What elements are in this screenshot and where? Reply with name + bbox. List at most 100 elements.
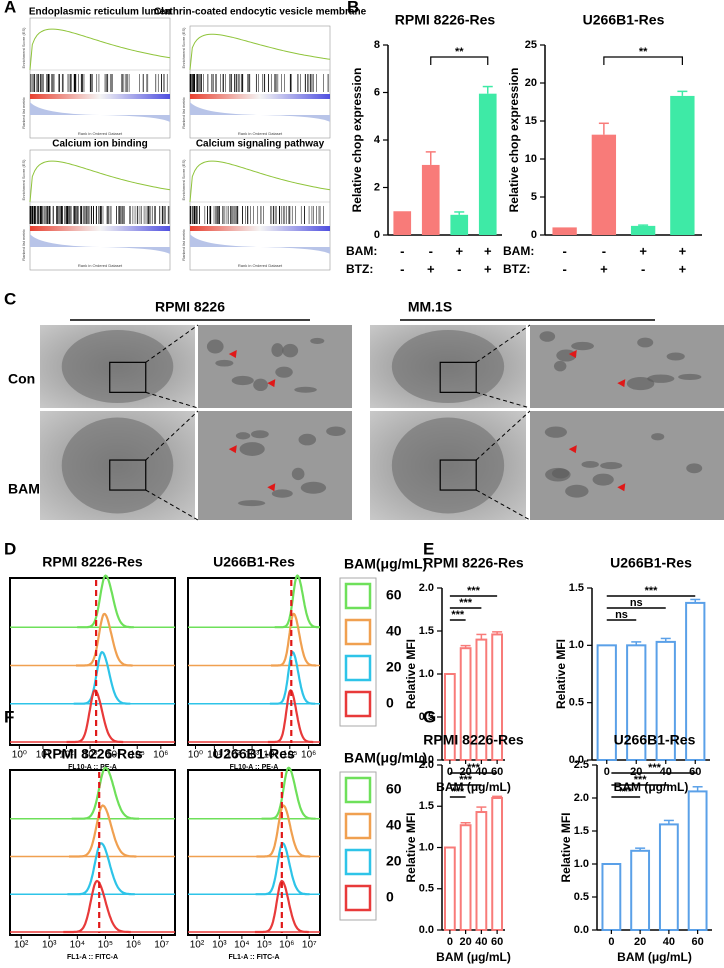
x-tick-label: 10² (14, 940, 29, 951)
y-tick-label: 20 (525, 77, 537, 89)
em-organelle (310, 337, 325, 344)
gsea-heat (30, 94, 170, 99)
condition-value: + (679, 261, 687, 276)
bar (478, 93, 497, 235)
em-organelle (686, 463, 703, 474)
y-tick-label: 1.5 (569, 582, 584, 594)
em-organelle (291, 467, 305, 481)
em-organelle (581, 461, 599, 468)
x-tick-label: 10⁷ (154, 940, 169, 951)
condition-value: + (484, 261, 492, 276)
gsea-ylabel: Ranked list metric (181, 97, 186, 129)
y-tick-label: 0 (531, 229, 537, 241)
chart-title: U266B1-Res (610, 555, 692, 571)
sig-label: ns (615, 609, 628, 621)
em-organelle (300, 481, 327, 494)
y-tick-label: 0.5 (574, 891, 589, 903)
legend-title: BAM(μg/mL) (344, 750, 427, 766)
y-tick-label: 0 (374, 229, 380, 241)
em-organelle (238, 500, 266, 507)
em-organelle (215, 359, 234, 367)
x-axis-label: FL10-A :: PE-A (230, 764, 279, 771)
bar (450, 214, 469, 235)
sig-label: *** (467, 585, 481, 597)
x-tick-label: 0 (608, 936, 614, 948)
bar (658, 823, 679, 932)
gsea-xlabel: Rank in Ordered Dataset (238, 131, 283, 136)
x-tick-label: 10⁶ (126, 940, 141, 951)
em-organelle (298, 433, 317, 446)
gsea-metric (190, 234, 330, 254)
em-organelle (553, 360, 567, 372)
bar (630, 225, 656, 235)
x-tick-label: 60 (689, 766, 701, 778)
sig-label: *** (459, 774, 473, 786)
y-tick-label: 1.5 (419, 625, 434, 637)
condition-value: + (455, 243, 463, 258)
sig-label: *** (645, 585, 659, 597)
gsea-ylabel: Ranked list metric (21, 229, 26, 261)
y-tick-label: 2.0 (419, 582, 434, 594)
em-organelle (282, 343, 299, 358)
density-curve (67, 842, 135, 896)
condition-value: - (562, 243, 566, 258)
gsea-xlabel: Rank in Ordered Dataset (78, 131, 123, 136)
em-roi (439, 361, 477, 393)
x-tick-label: 10⁵ (130, 750, 145, 761)
condition-label: BAM: (346, 244, 377, 258)
y-tick-label: 1.0 (419, 841, 434, 853)
x-axis-label: FL10-A :: PE-A (68, 764, 117, 771)
em-arrow (267, 483, 276, 492)
em-organelle (239, 442, 265, 456)
legend-swatch (344, 776, 372, 804)
y-tick-label: 15 (525, 115, 537, 127)
legend-swatch (344, 690, 372, 718)
chart-title: RPMI 8226-Res (42, 746, 143, 762)
x-tick-label: 60 (491, 936, 503, 948)
y-tick-label: 2.0 (419, 759, 434, 771)
x-tick-label: 40 (475, 766, 487, 778)
legend-swatch (344, 654, 372, 682)
legend-label: 40 (386, 817, 402, 833)
gsea-title: Calcium signaling pathway (196, 139, 325, 150)
em-title: RPMI 8226 (155, 299, 225, 315)
density-curve (271, 612, 317, 667)
bar (421, 164, 440, 235)
em-organelle (544, 426, 567, 438)
gsea-metric (190, 102, 330, 122)
em-organelle (231, 375, 254, 386)
plot-frame (187, 769, 321, 936)
legend-swatch (344, 848, 372, 876)
density-curve (73, 650, 131, 705)
sig-label: ** (639, 46, 648, 58)
x-tick-label: 40 (475, 936, 487, 948)
bar (491, 797, 504, 931)
x-tick-label: 10⁶ (301, 750, 316, 761)
legend-label: 60 (386, 587, 402, 603)
bar (601, 863, 622, 931)
x-tick-label: 10³ (212, 940, 227, 951)
density-curve (69, 804, 137, 858)
x-tick-label: 10⁵ (257, 940, 272, 951)
em-arrow (617, 483, 626, 492)
y-tick-label: 2 (374, 181, 380, 193)
gsea-ylabel: Ranked list metric (21, 97, 26, 129)
y-tick-label: 4 (374, 134, 381, 146)
legend-swatch (344, 582, 372, 610)
sig-label: *** (459, 597, 473, 609)
x-tick-label: 0 (447, 936, 453, 948)
panel-label: C (4, 289, 16, 308)
gsea-frame (189, 25, 331, 139)
em-organelle (626, 376, 655, 391)
em-zoom (145, 489, 199, 521)
panel-label: A (4, 0, 16, 16)
em-organelle (235, 432, 251, 440)
x-axis-label: BAM (μg/mL) (436, 950, 511, 964)
bar (591, 134, 617, 235)
x-tick-label: 10⁴ (263, 750, 278, 761)
sig-label: *** (648, 762, 662, 774)
gsea-xlabel: Rank in Ordered Dataset (238, 263, 283, 268)
x-tick-label: 10⁴ (70, 940, 85, 951)
legend-label: 60 (386, 781, 402, 797)
condition-value: - (641, 261, 645, 276)
